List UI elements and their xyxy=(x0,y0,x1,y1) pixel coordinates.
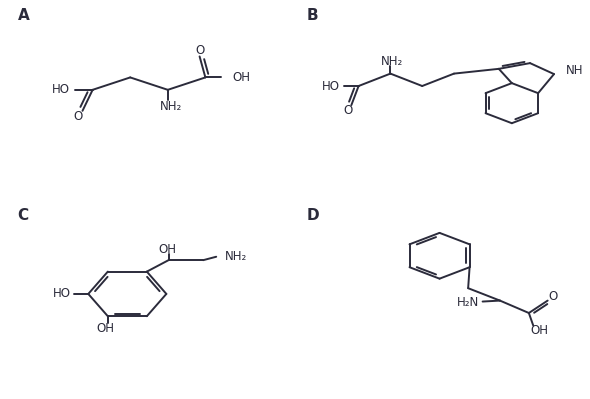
Text: HO: HO xyxy=(52,83,70,96)
Text: OH: OH xyxy=(530,324,548,337)
Text: NH: NH xyxy=(566,64,583,77)
Text: OH: OH xyxy=(233,71,251,84)
Text: HO: HO xyxy=(53,287,71,300)
Text: O: O xyxy=(195,44,204,57)
Text: C: C xyxy=(18,208,28,223)
Text: NH₂: NH₂ xyxy=(225,250,247,263)
Text: OH: OH xyxy=(158,243,176,256)
Text: D: D xyxy=(307,208,319,223)
Text: H₂N: H₂N xyxy=(457,296,479,309)
Text: HO: HO xyxy=(322,79,340,93)
Text: O: O xyxy=(74,110,83,123)
Text: B: B xyxy=(307,8,318,23)
Text: OH: OH xyxy=(96,322,114,334)
Text: O: O xyxy=(549,290,558,303)
Text: A: A xyxy=(18,8,30,23)
Text: O: O xyxy=(344,104,353,117)
Text: NH₂: NH₂ xyxy=(381,55,403,68)
Text: NH₂: NH₂ xyxy=(159,99,182,113)
